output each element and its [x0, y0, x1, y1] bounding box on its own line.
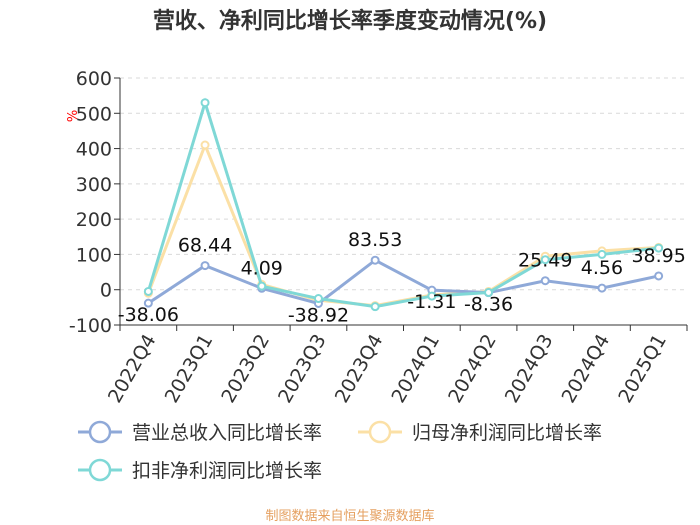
x-tick-label: 2024Q1 — [387, 330, 444, 406]
y-tick-label: 600 — [76, 68, 112, 90]
y-tick-label: -100 — [69, 315, 112, 337]
data-point-2 — [540, 255, 550, 265]
data-point-0 — [597, 283, 607, 293]
data-point-0 — [200, 261, 210, 271]
y-tick-label: 0 — [100, 280, 112, 302]
data-label: -38.92 — [288, 304, 349, 326]
y-tick-label: 100 — [76, 244, 112, 266]
data-point-2 — [313, 294, 323, 304]
x-tick-label: 2023Q3 — [274, 331, 331, 407]
data-point-2 — [427, 291, 437, 301]
series-lines — [143, 97, 664, 312]
data-label: 38.95 — [631, 245, 685, 267]
data-label: 68.44 — [178, 235, 232, 257]
x-tick-label: 2024Q2 — [444, 331, 501, 407]
legend-label: 归母净利润同比增长率 — [412, 422, 602, 444]
y-tick-label: 400 — [76, 139, 112, 161]
data-point-2 — [597, 249, 607, 259]
data-label: 25.49 — [518, 250, 572, 272]
y-tick-label: 200 — [76, 209, 112, 231]
x-tick-label: 2024Q4 — [558, 331, 615, 407]
data-point-2 — [257, 281, 267, 291]
x-tick-label: 2023Q4 — [331, 331, 388, 407]
data-point-2 — [200, 98, 210, 108]
data-point-2 — [484, 288, 494, 298]
data-labels: -38.06 68.44 4.09 -38.92 83.53 -1.31 -8.3625.4… — [118, 229, 686, 326]
legend-swatch-marker — [368, 420, 392, 444]
legend-swatch-marker — [88, 458, 112, 482]
series-line-2 — [146, 97, 659, 309]
data-label: -8.36 — [464, 294, 513, 316]
legend-label: 扣非净利润同比增长率 — [132, 460, 322, 482]
data-label: -38.06 — [118, 304, 179, 326]
series-line-0 — [147, 258, 659, 306]
data-point-2 — [654, 243, 664, 253]
x-tick-label: 2023Q1 — [161, 331, 218, 407]
legend-label: 营业总收入同比增长率 — [132, 422, 322, 444]
data-point-2 — [370, 302, 380, 312]
data-point-0 — [143, 298, 153, 308]
data-point-0 — [654, 271, 664, 281]
data-point-0 — [540, 276, 550, 286]
data-label: 4.09 — [241, 257, 283, 279]
x-tick-label: 2025Q1 — [614, 331, 671, 407]
data-label: 83.53 — [348, 229, 402, 251]
y-axis-label: % — [66, 110, 81, 122]
legend-swatch-marker — [88, 420, 112, 444]
data-point-2 — [143, 286, 153, 296]
data-label: 4.56 — [581, 257, 623, 279]
chart-title: 营收、净利同比增长率季度变动情况(%) — [153, 8, 547, 34]
y-tick-label: 300 — [76, 174, 112, 196]
source-note: 制图数据来自恒生聚源数据库 — [265, 508, 434, 524]
x-tick-label: 2024Q3 — [501, 331, 558, 407]
x-tick-label: 2022Q4 — [104, 331, 161, 407]
x-tick-label: 2023Q2 — [217, 331, 274, 407]
data-point-1 — [200, 140, 210, 150]
data-label: -1.31 — [407, 291, 456, 313]
y-tick-label: 500 — [76, 103, 112, 125]
data-point-0 — [370, 255, 380, 265]
